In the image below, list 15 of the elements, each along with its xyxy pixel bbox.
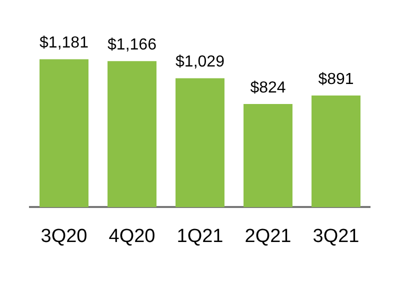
x-tick-label: 1Q21 (176, 226, 224, 247)
data-label: $1,166 (108, 36, 157, 54)
bar (40, 59, 88, 208)
x-tick-label: 4Q20 (108, 226, 156, 247)
bar (312, 96, 360, 208)
data-label: $824 (250, 79, 286, 96)
x-tick-label: 2Q21 (244, 226, 292, 247)
x-tick-label: 3Q20 (40, 226, 88, 247)
data-label: $891 (318, 70, 354, 88)
data-label: $1,181 (40, 34, 89, 52)
bar (108, 61, 156, 208)
bar (176, 78, 224, 208)
data-label: $1,029 (176, 54, 225, 71)
bar (244, 104, 292, 208)
x-tick-label: 3Q21 (312, 226, 360, 247)
